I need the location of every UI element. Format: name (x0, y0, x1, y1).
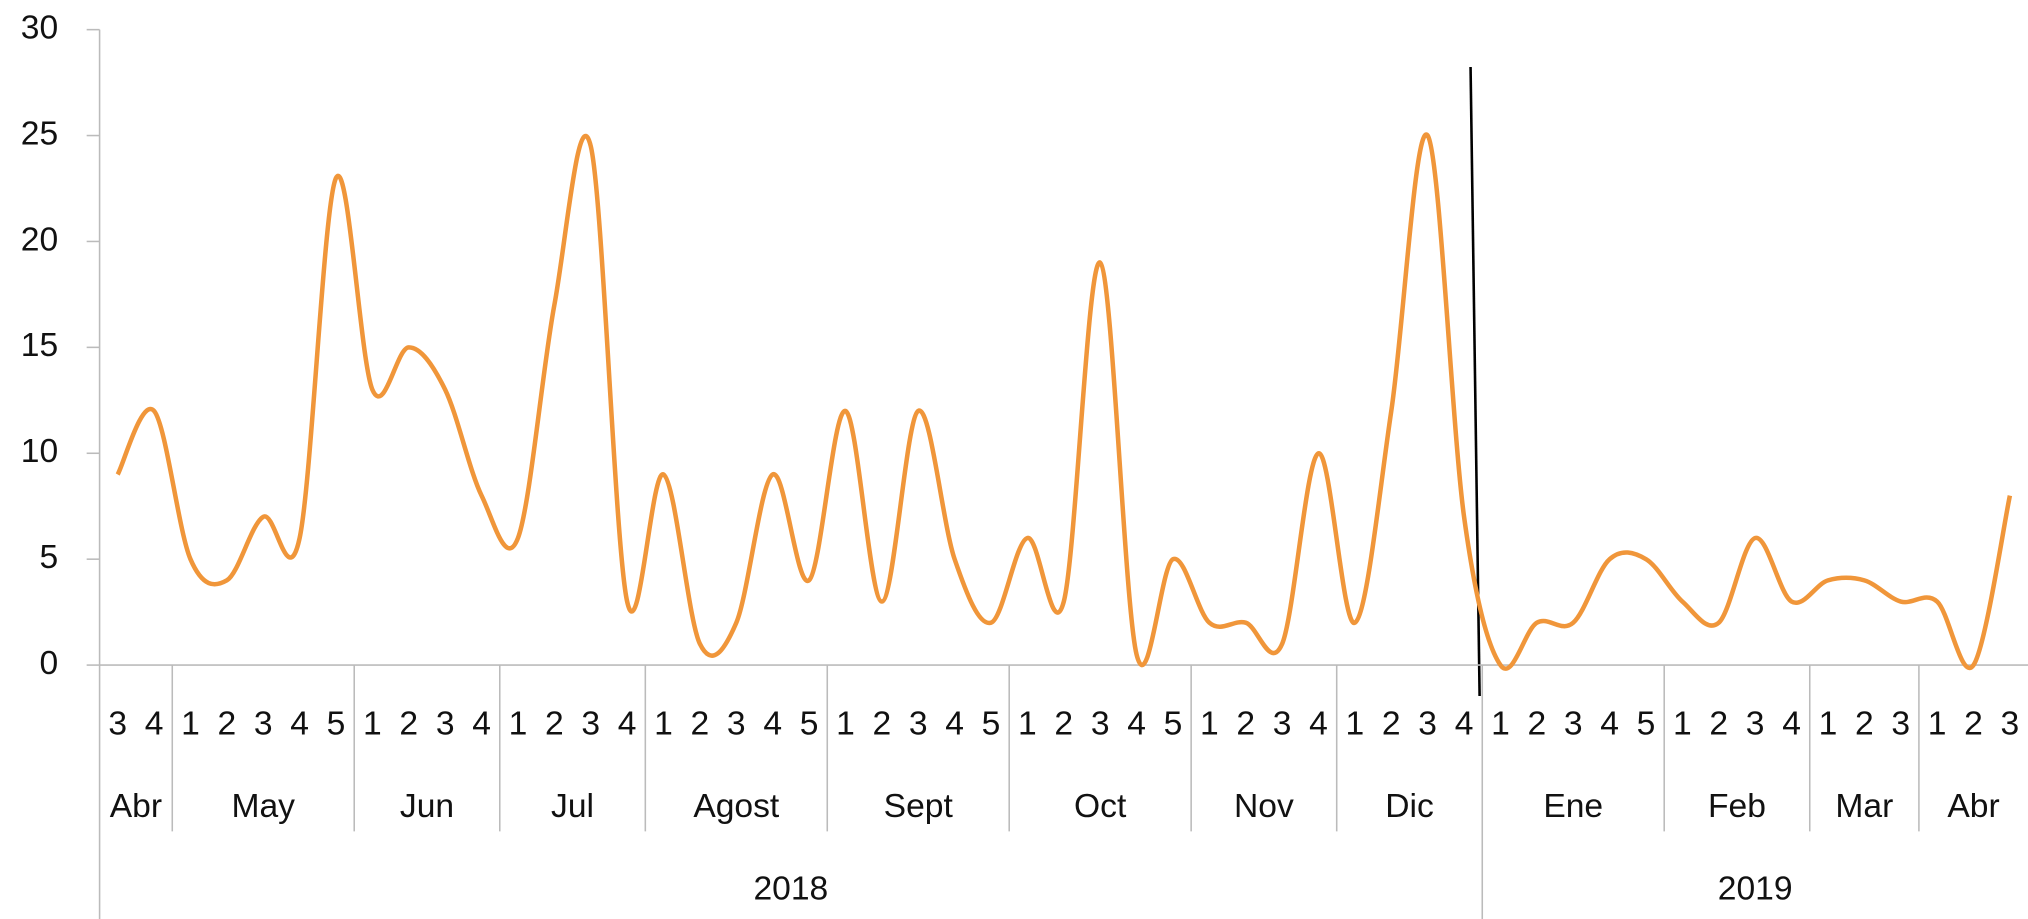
x-tick-label: 4 (1309, 706, 1328, 743)
x-tick-label: 5 (327, 706, 346, 743)
x-tick-label: 4 (618, 706, 637, 743)
y-tick-label: 25 (21, 115, 58, 152)
x-tick-label: 4 (290, 706, 309, 743)
year-label: 2019 (1718, 871, 1793, 908)
x-tick-label: 1 (1673, 706, 1692, 743)
y-tick-label: 15 (21, 327, 58, 364)
x-tick-label: 2 (545, 706, 564, 743)
x-tick-label: 1 (181, 706, 200, 743)
y-tick-label: 30 (21, 10, 58, 47)
x-tick-label: 3 (909, 706, 928, 743)
y-tick-label: 20 (21, 221, 58, 258)
x-tick-label: 3 (1091, 706, 1110, 743)
x-tick-label: 3 (1746, 706, 1765, 743)
data-line (115, 132, 2013, 671)
x-tick-label: 1 (1200, 706, 1219, 743)
month-label: Sept (884, 788, 954, 825)
x-tick-label: 2 (1382, 706, 1401, 743)
x-tick-label: 3 (1891, 706, 1910, 743)
x-tick-label: 1 (1346, 706, 1365, 743)
x-tick-label: 2 (1709, 706, 1728, 743)
x-tick-label: 3 (727, 706, 746, 743)
x-tick-label: 1 (1491, 706, 1510, 743)
x-tick-label: 3 (1273, 706, 1292, 743)
x-tick-label: 1 (1928, 706, 1947, 743)
x-tick-label: 3 (436, 706, 455, 743)
month-label: May (232, 788, 296, 825)
x-tick-label: 1 (1018, 706, 1037, 743)
y-tick-label: 0 (39, 645, 58, 682)
x-tick-label: 1 (509, 706, 528, 743)
x-tick-label: 3 (1564, 706, 1583, 743)
x-tick-label: 3 (581, 706, 600, 743)
month-label: Mar (1835, 788, 1893, 825)
x-tick-label: 5 (1637, 706, 1656, 743)
month-label: Feb (1708, 788, 1766, 825)
x-tick-label: 5 (1164, 706, 1183, 743)
x-tick-label: 1 (363, 706, 382, 743)
x-tick-label: 4 (1600, 706, 1619, 743)
y-tick-label: 10 (21, 433, 58, 470)
x-tick-label: 2 (399, 706, 418, 743)
x-tick-label: 2 (691, 706, 710, 743)
month-label: Jun (400, 788, 454, 825)
y-tick-label: 5 (39, 539, 58, 576)
x-tick-label: 4 (1127, 706, 1146, 743)
x-tick-label: 4 (1782, 706, 1801, 743)
x-tick-label: 3 (1418, 706, 1437, 743)
month-label: Oct (1074, 788, 1127, 825)
x-tick-label: 4 (945, 706, 964, 743)
year-label: 2018 (753, 871, 828, 908)
month-label: Agost (693, 788, 780, 825)
x-tick-label: 5 (800, 706, 819, 743)
x-tick-label: 4 (145, 706, 164, 743)
x-tick-label: 1 (1819, 706, 1838, 743)
x-tick-label: 2 (1964, 706, 1983, 743)
x-tick-label: 4 (472, 706, 491, 743)
x-tick-label: 2 (1527, 706, 1546, 743)
x-tick-label: 2 (1855, 706, 1874, 743)
x-tick-label: 2 (873, 706, 892, 743)
month-label: Nov (1234, 788, 1294, 825)
month-label: Abr (1947, 788, 1999, 825)
x-tick-label: 3 (108, 706, 127, 743)
month-label: Abr (110, 788, 162, 825)
x-tick-label: 4 (763, 706, 782, 743)
x-tick-label: 3 (254, 706, 273, 743)
month-label: Dic (1385, 788, 1434, 825)
x-tick-label: 1 (654, 706, 673, 743)
x-tick-label: 2 (1054, 706, 1073, 743)
x-tick-label: 4 (1455, 706, 1474, 743)
x-tick-label: 2 (1236, 706, 1255, 743)
x-tick-label: 1 (836, 706, 855, 743)
x-tick-label: 5 (982, 706, 1001, 743)
x-tick-label: 3 (2001, 706, 2020, 743)
month-label: Ene (1543, 788, 1603, 825)
month-label: Jul (551, 788, 594, 825)
x-tick-label: 2 (218, 706, 237, 743)
